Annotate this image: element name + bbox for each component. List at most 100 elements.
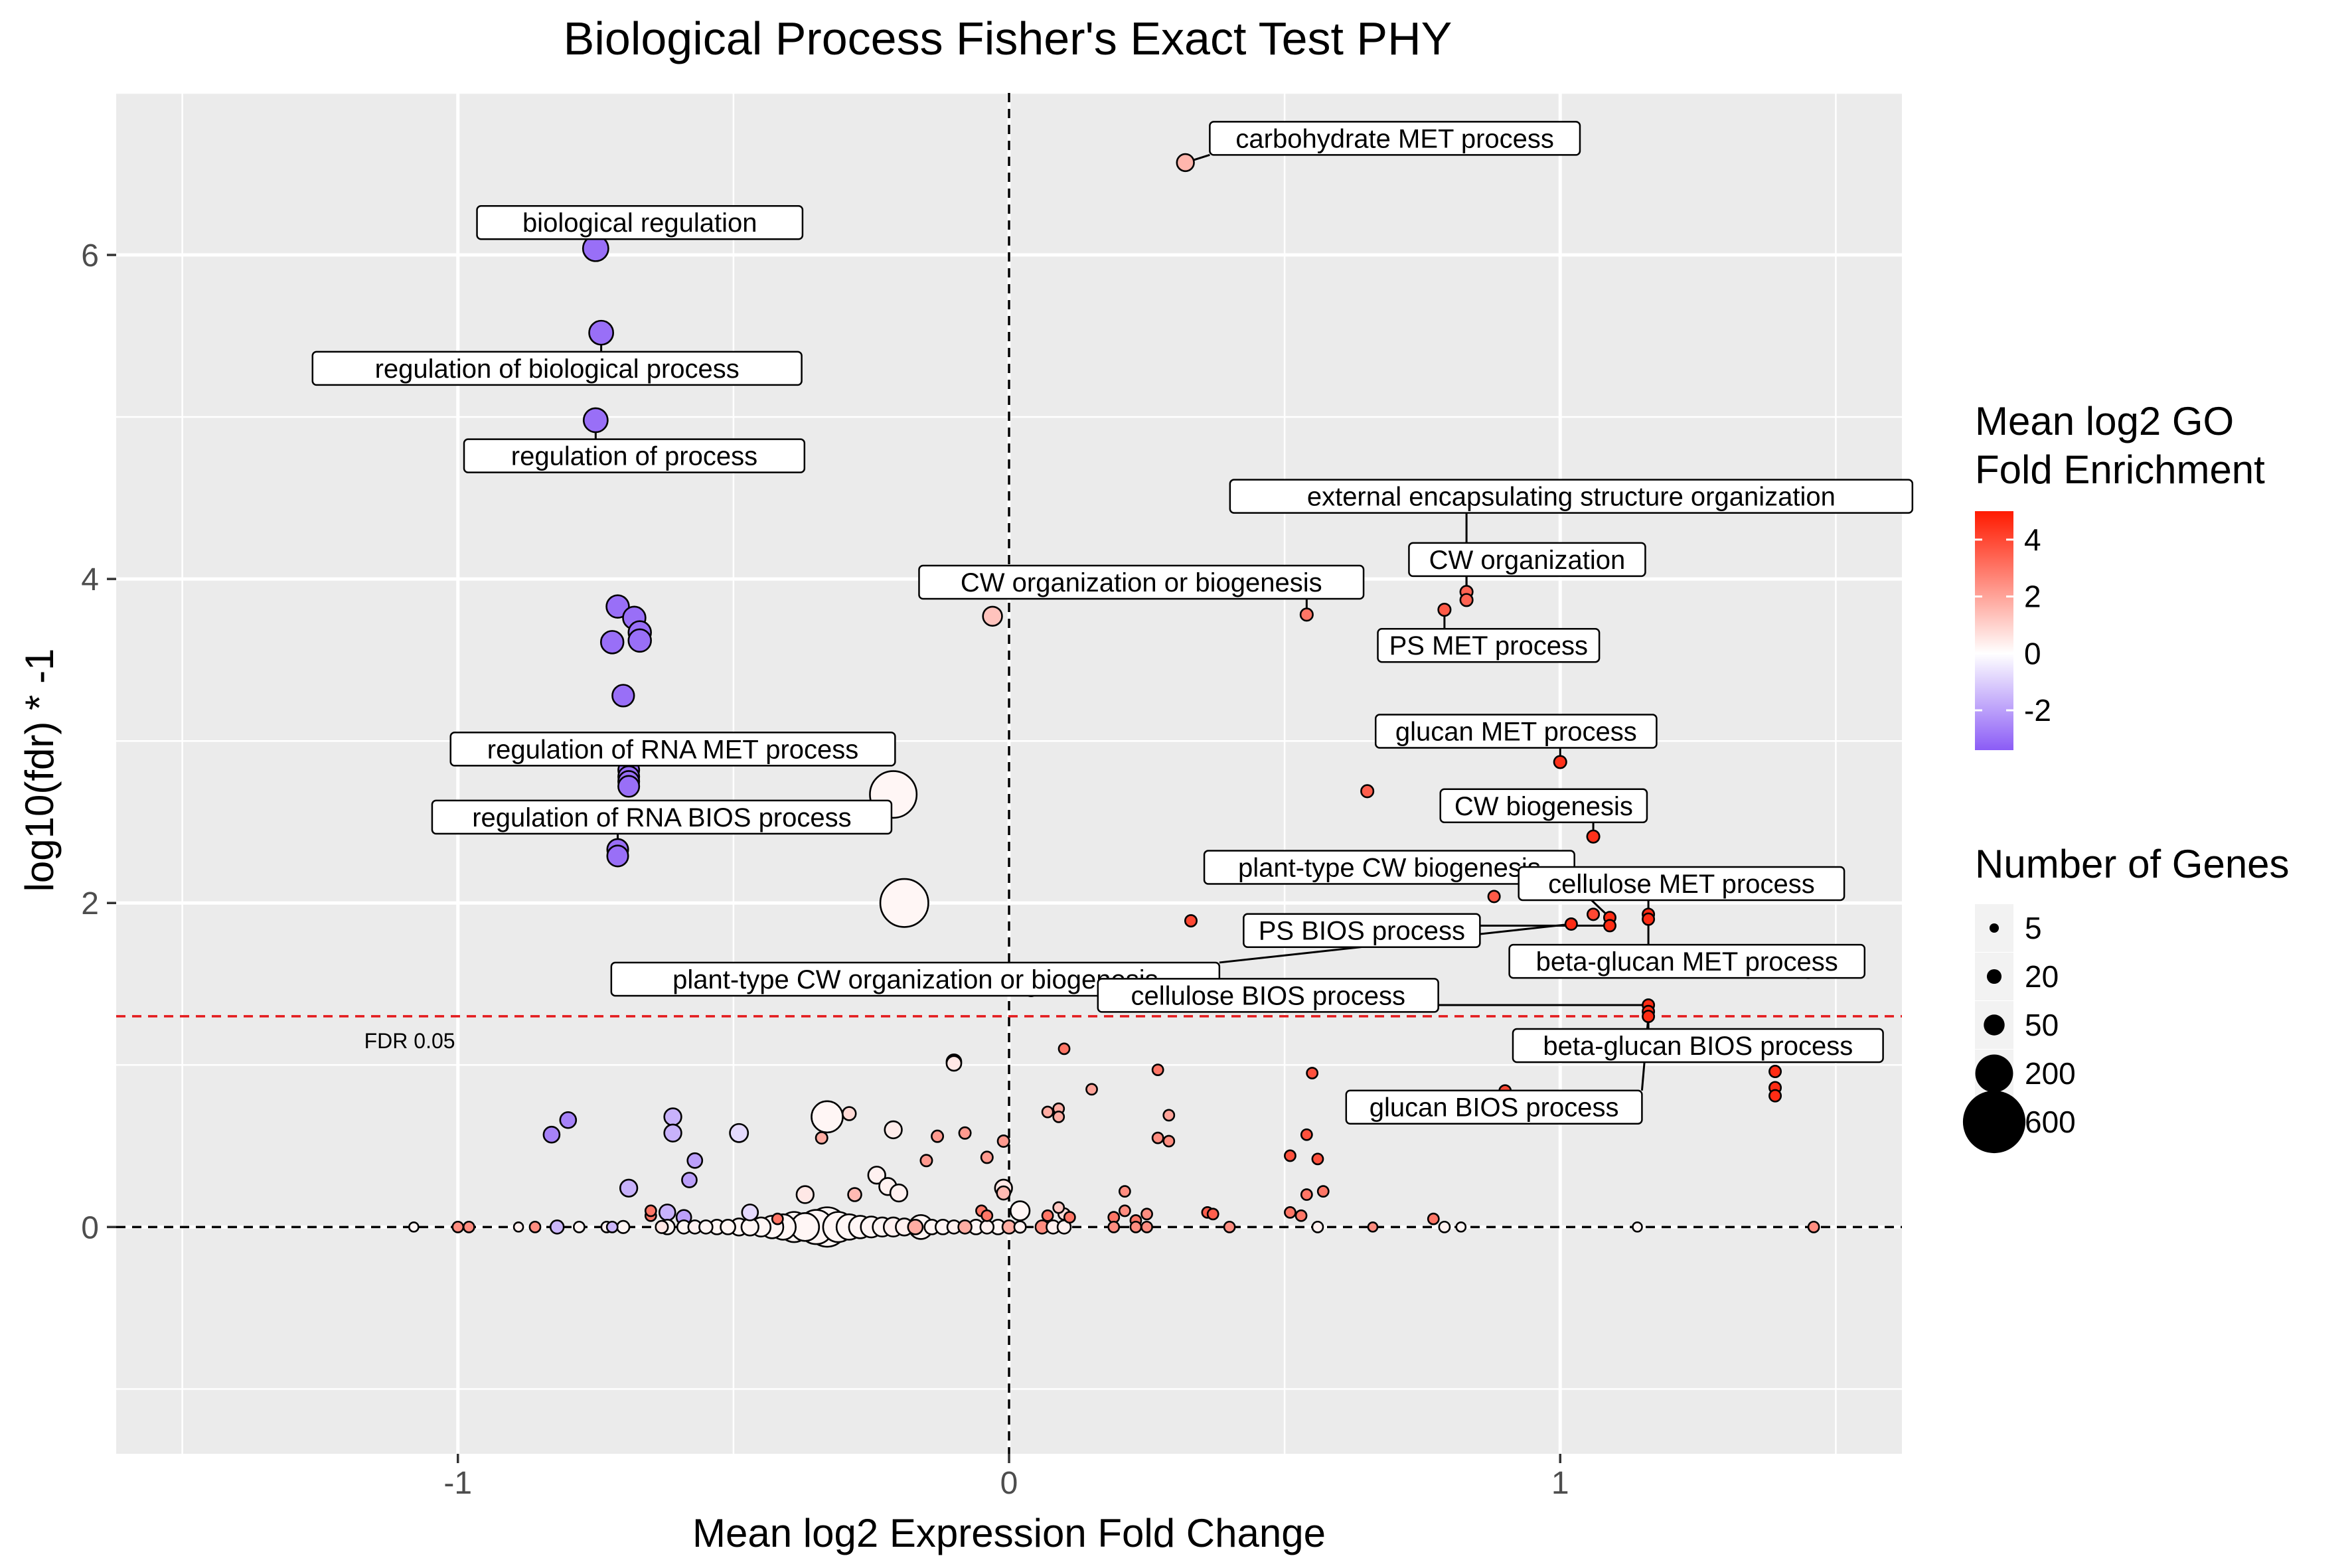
y-tick-label: 2 <box>81 886 99 921</box>
data-point <box>611 684 635 708</box>
data-point <box>1052 1201 1065 1214</box>
size-legend-dot <box>1986 969 2002 984</box>
point-label-box <box>1439 788 1648 824</box>
point-label-box <box>1408 542 1646 578</box>
legend: Mean log2 GO Fold Enrichment 420-2 Numbe… <box>1962 399 2290 1154</box>
data-point <box>980 1209 994 1222</box>
data-point <box>1013 1220 1027 1234</box>
data-point <box>729 1123 749 1143</box>
data-point <box>528 1220 542 1233</box>
data-point <box>616 1219 631 1234</box>
point-label: regulation of biological process <box>375 354 740 384</box>
data-point <box>889 1183 909 1203</box>
size-legend-dot <box>1989 923 1999 933</box>
point-label-box <box>1374 714 1658 749</box>
data-point <box>1140 1208 1153 1221</box>
data-point <box>658 1204 676 1221</box>
data-point <box>811 1100 844 1134</box>
data-point <box>1300 1128 1313 1141</box>
data-point <box>588 319 614 346</box>
data-point <box>1360 784 1375 799</box>
data-point <box>1455 1221 1467 1233</box>
data-point <box>559 1111 578 1129</box>
data-point <box>1459 593 1474 607</box>
data-point <box>979 1219 995 1235</box>
data-point <box>795 1185 815 1204</box>
point-label-box <box>431 799 893 835</box>
data-point <box>512 1221 524 1233</box>
data-point <box>1184 914 1198 928</box>
data-point <box>1437 602 1452 617</box>
point-label: regulation of RNA MET process <box>487 735 859 764</box>
data-point <box>1316 1185 1330 1198</box>
data-point <box>1129 1220 1142 1233</box>
data-point <box>1438 1220 1451 1233</box>
data-point <box>1206 1208 1219 1221</box>
data-point <box>542 1125 561 1144</box>
data-point <box>1564 917 1578 931</box>
color-bar-tick-label: 0 <box>2024 636 2041 670</box>
point-label: glucan BIOS process <box>1370 1093 1619 1123</box>
data-point <box>720 1218 736 1235</box>
data-point <box>1306 1067 1319 1079</box>
data-point <box>1107 1220 1121 1233</box>
data-point <box>1311 1152 1324 1166</box>
data-point <box>996 1134 1010 1148</box>
point-label: regulation of RNA BIOS process <box>472 803 851 832</box>
size-legend-title: Number of Genes <box>1975 842 2290 886</box>
point-label: CW biogenesis <box>1454 792 1633 821</box>
data-point <box>619 1178 639 1198</box>
data-point <box>698 1219 714 1235</box>
color-bar-tick-label: 4 <box>2024 522 2041 557</box>
data-point <box>1162 1135 1176 1148</box>
data-point <box>1553 755 1567 769</box>
data-point <box>1041 1105 1054 1119</box>
data-point <box>1223 1220 1236 1233</box>
data-point <box>907 1218 924 1235</box>
size-legend-label: 600 <box>2025 1105 2076 1139</box>
data-point <box>884 1120 903 1140</box>
point-label: beta-glucan BIOS process <box>1543 1032 1853 1061</box>
data-point <box>1311 1220 1324 1233</box>
data-point <box>605 594 630 619</box>
data-point <box>1284 1206 1296 1219</box>
data-point <box>741 1204 759 1221</box>
data-point <box>1632 1221 1643 1233</box>
size-legend-dot <box>1962 1090 2026 1154</box>
color-legend-title-line1: Mean log2 GO <box>1975 399 2234 443</box>
point-label-box <box>1518 866 1845 902</box>
data-point <box>408 1221 420 1233</box>
data-point <box>1118 1185 1131 1198</box>
data-point <box>1294 1209 1308 1222</box>
x-tick-label: -1 <box>443 1466 472 1501</box>
data-point <box>1009 1200 1031 1221</box>
data-point <box>1427 1212 1440 1225</box>
point-label: glucan MET process <box>1395 718 1637 747</box>
x-axis-label: Mean log2 Expression Fold Change <box>692 1511 1326 1555</box>
y-tick-label: 0 <box>81 1210 99 1245</box>
data-point <box>982 605 1003 627</box>
data-point <box>1118 1204 1131 1217</box>
y-tick-label: 6 <box>81 238 99 274</box>
data-point <box>815 1131 828 1145</box>
point-label: biological regulation <box>522 208 757 238</box>
data-point <box>1587 907 1601 921</box>
data-point <box>462 1220 475 1233</box>
data-point <box>919 1154 933 1168</box>
data-point <box>958 1126 972 1140</box>
color-bar: 4 2 0 -2 <box>1975 511 2051 750</box>
point-label-box <box>1229 479 1914 514</box>
data-point <box>1768 1065 1782 1079</box>
point-label: PS BIOS process <box>1259 917 1465 946</box>
data-point <box>931 1129 945 1143</box>
point-label: regulation of process <box>511 442 757 471</box>
point-label-box <box>1209 121 1581 156</box>
data-point <box>1300 1188 1313 1201</box>
point-label: cellulose MET process <box>1548 870 1815 899</box>
point-label-box <box>463 438 806 473</box>
size-legend-dot <box>1984 1014 2005 1036</box>
data-point <box>627 628 652 653</box>
point-label-box <box>1377 627 1601 663</box>
data-point <box>1162 1109 1176 1122</box>
data-point <box>686 1152 704 1169</box>
